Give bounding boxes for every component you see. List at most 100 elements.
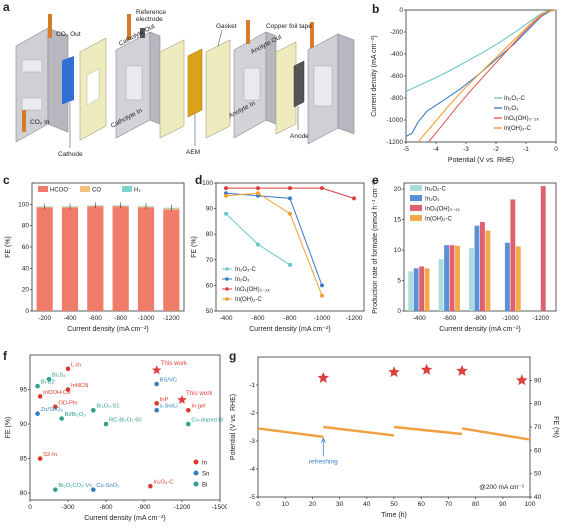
legend-swatch — [38, 186, 48, 192]
series-line — [225, 192, 323, 296]
data-point — [59, 416, 64, 421]
bar — [504, 242, 510, 311]
point-label: Cu-doped Bi — [191, 418, 223, 424]
point-label: Bi₂S₃ — [52, 373, 66, 379]
data-point — [35, 383, 40, 389]
y-tick-label: 10 — [394, 247, 402, 254]
bar — [449, 245, 455, 311]
current-annotation: @200 mA cm⁻² — [479, 484, 525, 491]
end-plate-left — [15, 27, 69, 143]
data-point — [37, 456, 43, 461]
legend-swatch — [410, 205, 422, 211]
data-point — [37, 394, 43, 399]
y-axis-label: FE (%) — [5, 417, 12, 439]
y-tick-label: 40 — [22, 265, 30, 272]
data-point — [224, 211, 228, 216]
point-label: OD-PIn — [58, 400, 77, 406]
label-cathode: Cathode — [58, 151, 83, 158]
y-axis-label: FE (%) — [5, 236, 12, 258]
x-tick-label: -600 — [443, 315, 456, 322]
point-label: Bi-B2 — [41, 380, 55, 386]
y2-tick-label: 60 — [534, 447, 542, 454]
x-tick-label: 50 — [390, 501, 398, 508]
y-tick-label: -2 — [249, 410, 255, 417]
y-tick-label: 50 — [206, 308, 214, 315]
data-point — [320, 186, 324, 191]
data-point — [91, 407, 96, 413]
y-tick-label: -4 — [249, 466, 255, 473]
label-co2-out: CO₂ Out — [56, 31, 81, 38]
bar — [408, 271, 414, 311]
panel-label-d: d — [195, 173, 203, 187]
bar — [455, 245, 460, 311]
data-point — [91, 487, 96, 492]
x-tick-label: -1200 — [532, 315, 549, 322]
x-axis-label: Potential (V vs. RHE) — [448, 157, 514, 164]
legend-marker — [225, 287, 229, 291]
legend-label: In — [202, 461, 207, 467]
data-point — [65, 387, 71, 392]
label-aem: AEM — [186, 149, 200, 156]
legend-label: In(OH)₃-C — [504, 126, 531, 132]
x-tick-label: -800 — [283, 315, 296, 322]
stacked-bar-segment — [36, 207, 53, 311]
x-tick-label: -1500 — [212, 504, 227, 511]
x-tick-label: -1200 — [163, 315, 180, 322]
data-point — [103, 421, 109, 427]
panel-label-c: c — [3, 173, 10, 187]
legend-label: In₂O₃-C — [235, 267, 256, 273]
x-tick-label: -600 — [89, 315, 102, 322]
chart-f-comparison: 0 -300 -600 -900 -1200 -1500 80 85 90 95 Current d… — [5, 354, 227, 522]
point-label: This work — [161, 360, 188, 367]
bar — [469, 248, 474, 311]
x-tick-label: -1 — [523, 146, 529, 153]
x-tick-label: 0 — [28, 504, 32, 511]
y2-tick-label: 40 — [534, 494, 542, 501]
chart-d-fe-lines: 50 60 70 80 90 100 -400 -600 -800 -1000 -1200 Curre… — [191, 180, 365, 333]
potential-trace — [257, 427, 324, 438]
chart-g-stability: 0 10 20 30 40 50 60 70 80 90 100 -1 -2 -3 -4 -5 40 50 60 70… — [230, 356, 559, 519]
bar — [540, 186, 546, 311]
x-axis-label: Current density (mA cm⁻²) — [249, 326, 331, 333]
x-tick-label: 100 — [525, 501, 536, 508]
bar — [480, 222, 485, 311]
data-point — [224, 186, 228, 191]
x-tick-label: -400 — [63, 315, 76, 322]
y-tick-label: 60 — [206, 282, 214, 289]
legend-swatch — [410, 185, 422, 191]
legend-label: In₂O₃ — [425, 197, 440, 203]
y-tick-label: 90 — [206, 206, 214, 213]
y-tick-label: -400 — [390, 51, 403, 58]
point-label: L-In — [71, 362, 81, 368]
x-tick-label: -800 — [114, 315, 127, 322]
y-tick-label: 100 — [18, 201, 29, 208]
fe-star — [516, 374, 528, 386]
panel-label-g: g — [229, 349, 237, 363]
stacked-bar-segment — [112, 206, 129, 311]
point-label: In₂O₃-C — [153, 480, 173, 486]
point-label: InNCN — [71, 383, 88, 389]
plot-frame — [31, 182, 185, 312]
legend-label: In₂O₃-C — [504, 96, 525, 102]
x-tick-label: 80 — [472, 501, 480, 508]
co2-in-tube — [22, 110, 26, 132]
stacked-bar-segment — [163, 209, 180, 311]
data-point — [65, 366, 71, 372]
refresh-arrowhead — [320, 437, 326, 443]
x-tick-label: -200 — [38, 315, 51, 322]
x-tick-label: 30 — [336, 501, 344, 508]
x-tick-label: -800 — [473, 315, 486, 322]
y-tick-label: 20 — [394, 186, 402, 193]
co2-out-tube — [48, 14, 52, 38]
y2-tick-label: 70 — [534, 424, 542, 431]
x-tick-label: 60 — [418, 501, 426, 508]
y-tick-label: -1 — [249, 382, 255, 389]
legend-label: HCOO⁻ — [50, 188, 71, 194]
x-tick-label: 0 — [256, 501, 260, 508]
y-axis-label: Current density (mA cm⁻²) — [371, 35, 378, 117]
legend-swatch — [410, 195, 422, 201]
y-tick-label: 5 — [397, 278, 401, 285]
x-tick-label: -4 — [433, 146, 439, 153]
data-point — [352, 196, 356, 201]
chart-c-fe-bars: 0 20 40 60 80 100 -200 -400 -600 -800 -1000 -1200 Cu… — [5, 182, 185, 333]
